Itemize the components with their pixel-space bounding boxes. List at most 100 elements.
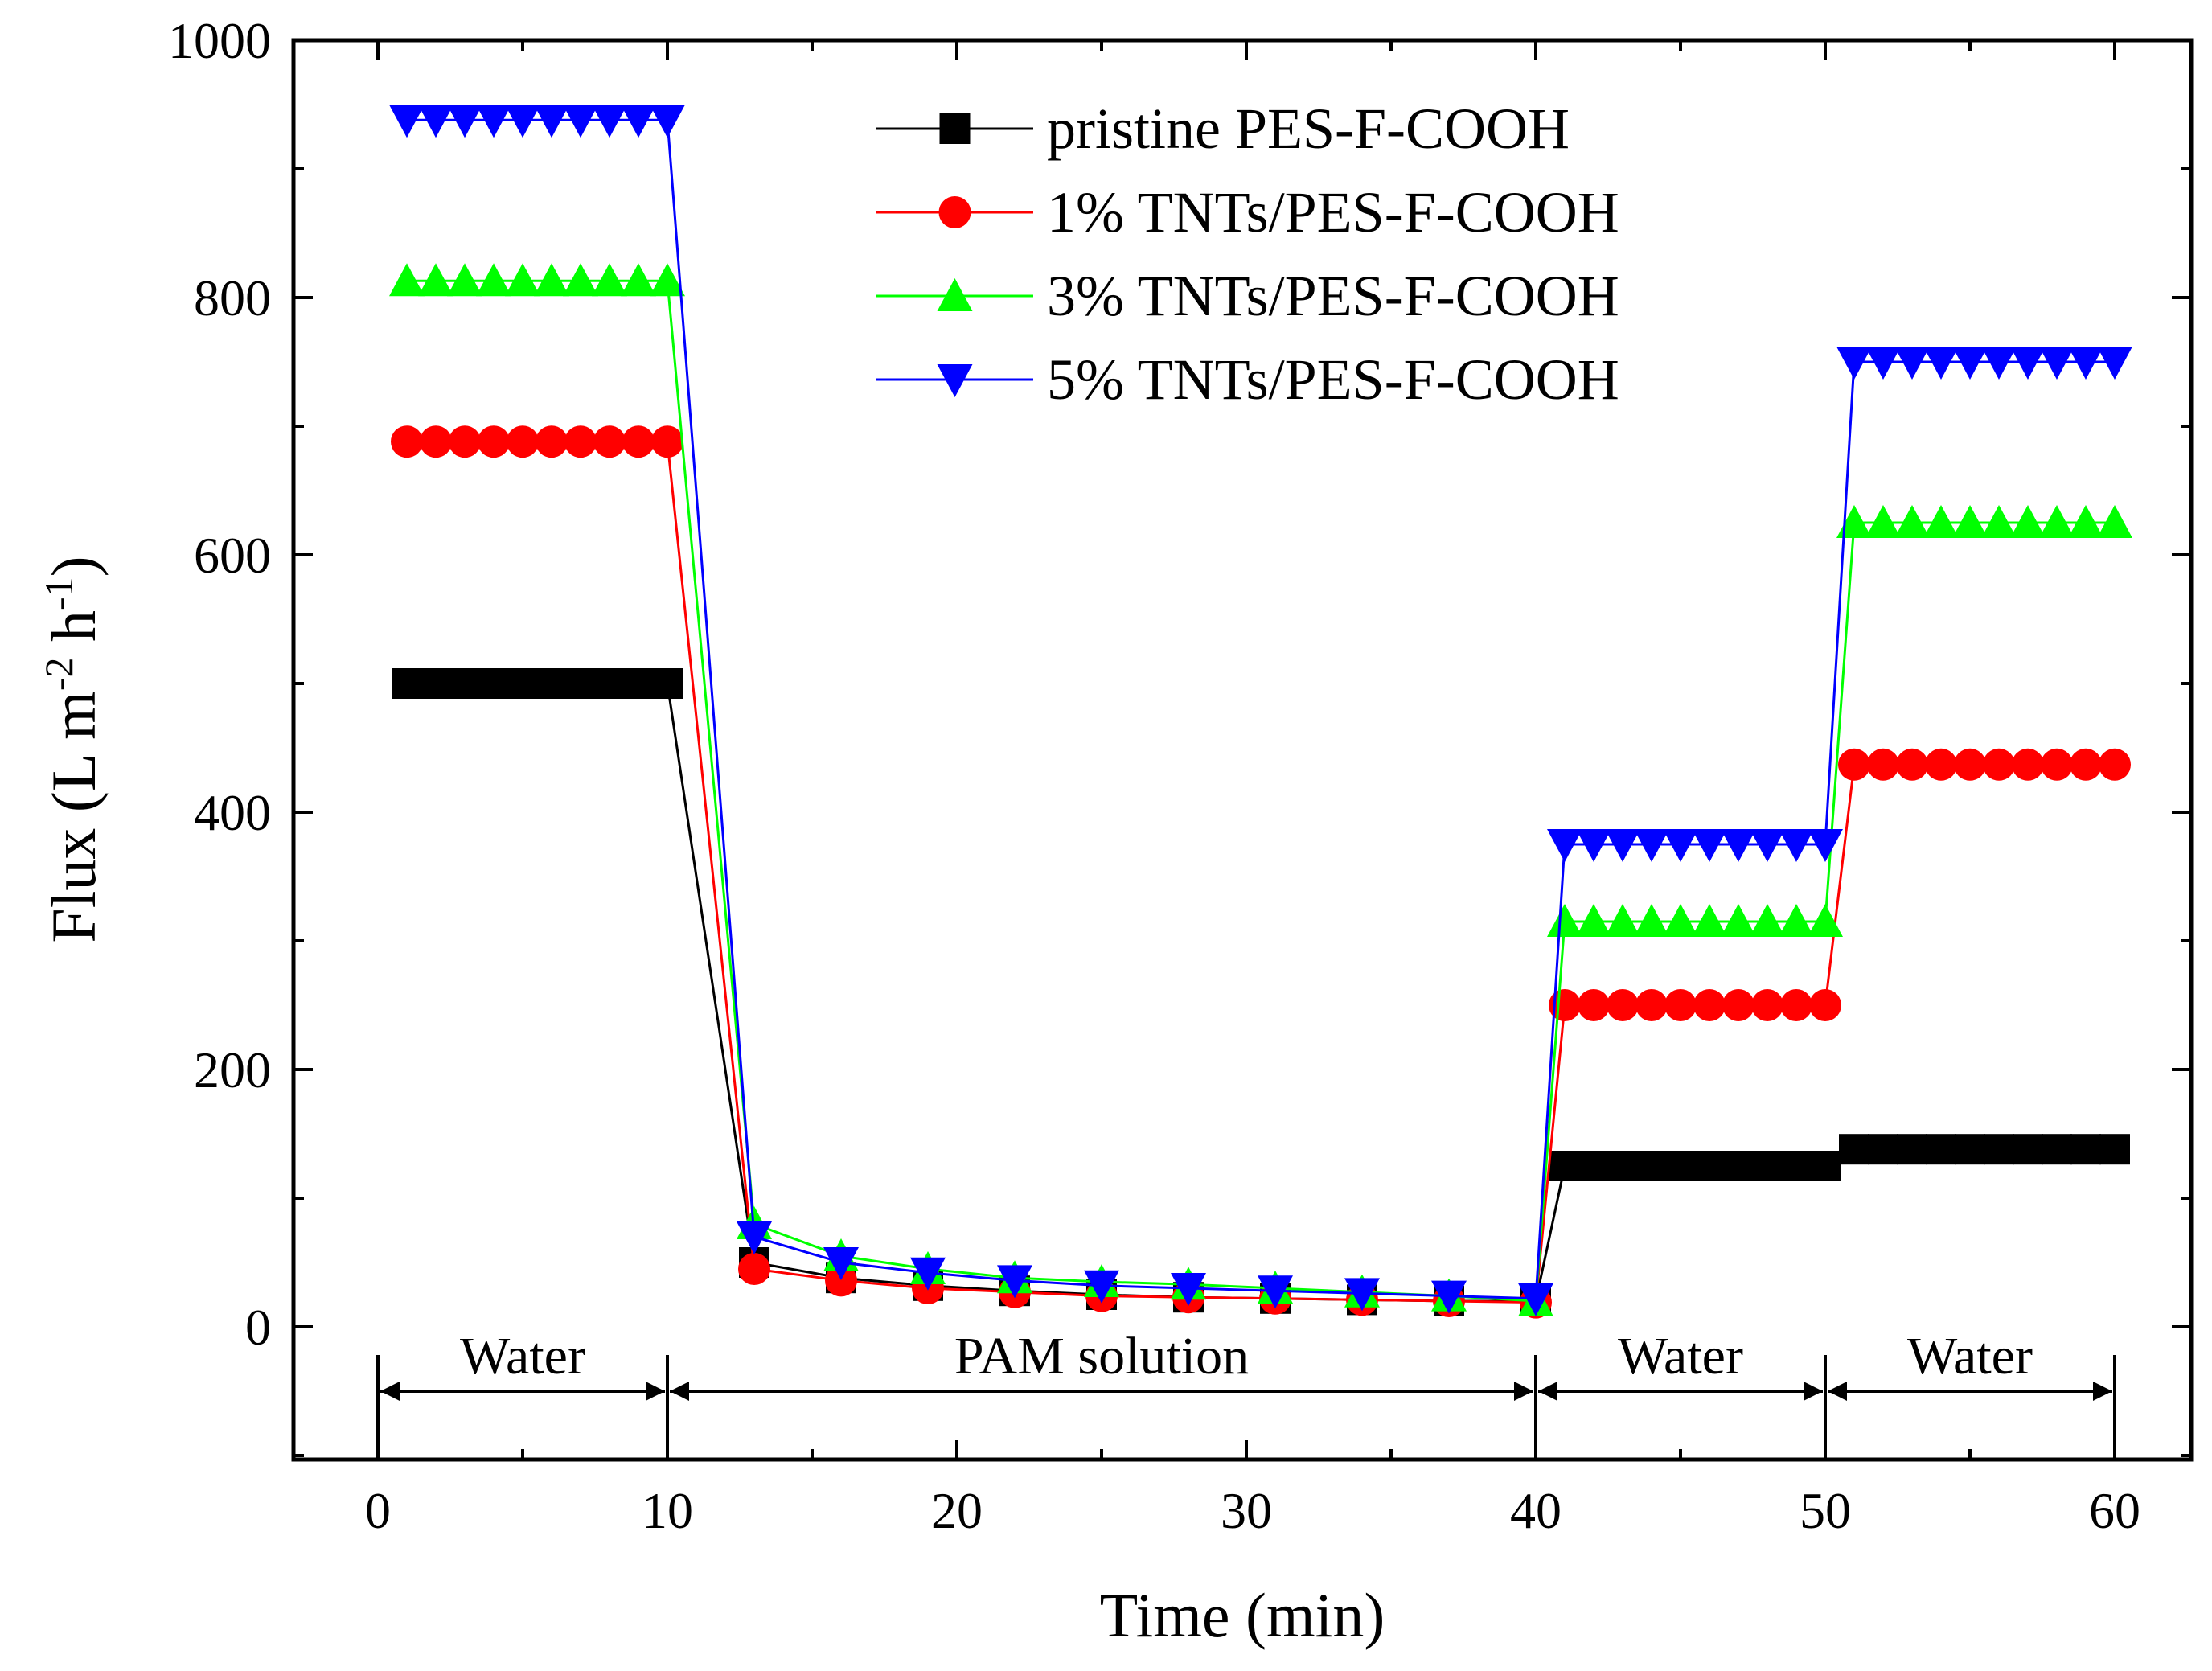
data-point <box>592 105 627 138</box>
data-point <box>505 105 540 138</box>
data-point <box>507 425 539 458</box>
data-point <box>623 668 654 699</box>
data-point <box>1752 1151 1783 1181</box>
data-point <box>1258 1275 1293 1309</box>
series-line <box>407 440 2115 1304</box>
data-point <box>449 668 480 699</box>
data-point <box>1635 989 1668 1021</box>
data-point <box>1836 505 1872 538</box>
data-point <box>1838 748 1870 781</box>
legend-label: pristine PES-F-COOH <box>1047 96 1570 161</box>
legend-label: 1% TNTs/PES-F-COOH <box>1047 180 1619 244</box>
data-point <box>563 263 598 297</box>
data-point <box>592 263 627 297</box>
x-tick-label: 10 <box>642 1482 693 1539</box>
data-point <box>652 668 683 699</box>
data-point <box>1692 904 1727 937</box>
data-point <box>1868 1134 1898 1165</box>
data-point <box>563 105 598 138</box>
data-point <box>447 263 482 297</box>
data-point <box>1084 1270 1119 1304</box>
data-point <box>1983 748 2015 781</box>
data-point <box>2013 1134 2043 1165</box>
data-point <box>392 668 422 699</box>
legend-item: pristine PES-F-COOH <box>876 96 1570 161</box>
data-point <box>1547 904 1582 937</box>
data-point <box>1925 748 1957 781</box>
data-point <box>939 113 971 144</box>
data-point <box>1750 829 1785 862</box>
data-point <box>737 1221 772 1254</box>
data-point <box>1751 989 1783 1021</box>
data-point <box>2068 505 2103 538</box>
data-point <box>478 425 510 458</box>
series-line <box>407 279 2115 1303</box>
data-point <box>1810 1151 1841 1181</box>
data-point <box>1750 904 1785 937</box>
data-point <box>449 425 481 458</box>
data-point <box>1607 989 1639 1021</box>
x-tick-label: 30 <box>1221 1482 1272 1539</box>
data-point <box>1634 904 1669 937</box>
data-point <box>2042 1134 2072 1165</box>
data-point <box>1693 989 1726 1021</box>
plot-frame <box>291 38 2194 1462</box>
data-point <box>447 105 482 138</box>
data-point <box>2099 1134 2130 1165</box>
data-point <box>1722 989 1754 1021</box>
data-point <box>2012 748 2044 781</box>
data-point <box>1665 1151 1696 1181</box>
data-point <box>476 105 511 138</box>
x-tick-label: 0 <box>365 1482 391 1539</box>
data-point <box>2068 347 2103 380</box>
data-point <box>2041 748 2073 781</box>
legend-item: 3% TNTs/PES-F-COOH <box>876 264 1619 328</box>
data-point <box>594 668 625 699</box>
data-point <box>1952 505 1988 538</box>
data-point <box>1576 829 1611 862</box>
data-point <box>389 105 425 138</box>
data-point <box>1897 1134 1927 1165</box>
data-point <box>937 278 973 311</box>
data-point <box>1431 1280 1467 1314</box>
data-point <box>1636 1151 1667 1181</box>
series-group <box>389 105 2132 1319</box>
data-point <box>1663 829 1698 862</box>
data-point <box>1926 1134 1956 1165</box>
data-point <box>418 263 453 297</box>
data-point <box>2099 748 2131 781</box>
series-line <box>407 118 2115 1300</box>
data-point <box>823 1247 859 1280</box>
data-point <box>1344 1278 1380 1312</box>
series <box>389 263 2132 1316</box>
x-tick-label: 50 <box>1800 1482 1851 1539</box>
data-point <box>1723 1151 1754 1181</box>
data-point <box>1865 347 1901 380</box>
data-point <box>937 364 973 397</box>
x-tick-label: 20 <box>931 1482 983 1539</box>
series <box>389 105 2132 1316</box>
data-point <box>1865 505 1901 538</box>
y-axis-title: Flux (L m-2 h-1) <box>36 556 109 942</box>
data-point <box>1954 748 1986 781</box>
phase-label: PAM solution <box>954 1327 1249 1386</box>
data-point <box>1894 347 1930 380</box>
data-point <box>1605 904 1640 937</box>
data-point <box>1549 1151 1580 1181</box>
data-point <box>621 263 656 297</box>
data-point <box>1779 904 1814 937</box>
data-point <box>1981 347 2017 380</box>
data-point <box>2010 347 2046 380</box>
legend-label: 5% TNTs/PES-F-COOH <box>1047 347 1619 412</box>
data-point <box>534 263 569 297</box>
data-point <box>2070 748 2102 781</box>
y-tick-label: 200 <box>194 1041 271 1098</box>
data-point <box>1952 347 1988 380</box>
data-point <box>1721 829 1756 862</box>
series <box>391 425 2131 1319</box>
data-point <box>1839 1134 1869 1165</box>
data-point <box>536 425 568 458</box>
data-point <box>1923 347 1959 380</box>
data-point <box>1894 505 1930 538</box>
data-point <box>1578 989 1610 1021</box>
